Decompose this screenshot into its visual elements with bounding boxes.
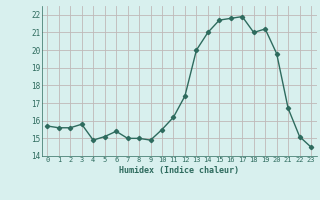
- X-axis label: Humidex (Indice chaleur): Humidex (Indice chaleur): [119, 166, 239, 175]
